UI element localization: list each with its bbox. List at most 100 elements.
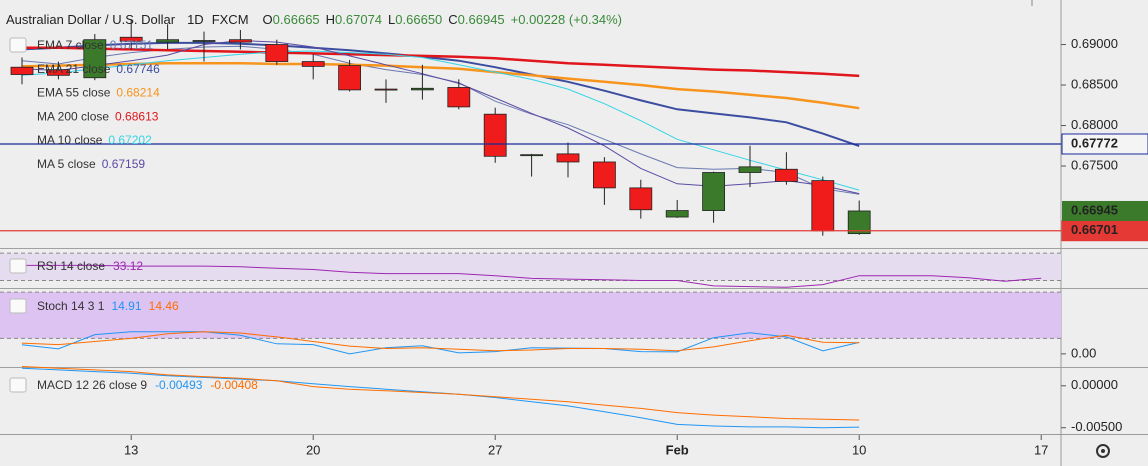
candle-body [374,88,398,91]
y-tick-label: 0.68500 [1071,76,1118,91]
settings-button[interactable] [1096,444,1110,458]
series-line [21,61,860,110]
indicator-legend: MACD 12 26 close 9 -0.00493 -0.00408 [37,378,258,392]
candle-body [447,87,471,108]
candle-body [338,65,362,91]
legend-value: 0.68613 [115,110,159,124]
candle-body [192,40,216,42]
legend-value: 0.67202 [108,133,152,147]
legend-entry: MA 10 close 0.67202 [37,133,152,147]
gear-ring [1096,444,1110,458]
legend-entry: EMA 55 close 0.68214 [37,86,160,100]
candle-body [847,210,871,235]
quote-value: 0.67074 [335,12,382,27]
interval: 1D [187,12,204,27]
quote: O0.66665 H0.67074 L0.66650 C0.66945 [263,12,505,27]
y-tick-label: 0.68000 [1071,117,1118,132]
candle-body [738,166,762,173]
legend-entry: MA 5 close 0.67159 [37,157,145,171]
indicator-legend: Stoch 14 3 1 14.91 14.46 [37,299,179,313]
indicator-name: MACD 12 26 close 9 [37,378,147,392]
legend-name: MA 200 close [37,110,109,124]
level-band [0,292,1061,339]
legend-value: 0.67746 [116,62,160,76]
legend-value: 0.67159 [102,157,146,171]
series-line [22,264,1042,288]
candle-body [520,154,543,157]
series-line [21,41,860,148]
quote-label: O [263,12,273,27]
x-tick-label: 20 [306,442,320,457]
quote-label: C [448,12,457,27]
series-line [21,50,860,191]
last-price-box [1062,200,1148,221]
x-tick-label: 27 [488,442,502,457]
indicator-name: RSI 14 close [37,259,105,273]
candle-body [702,172,725,211]
series-line [21,331,860,355]
collapse-button[interactable] [9,258,27,274]
quote-label: H [326,12,335,27]
legend-name: EMA 7 close [37,38,104,52]
candle-body [483,113,507,157]
source: FXCM [212,12,249,27]
collapse-button[interactable] [9,377,27,393]
candle-body [556,153,580,163]
candle-body [811,180,835,232]
gear-center [1101,449,1105,453]
legend-entry: EMA 21 close 0.67746 [37,62,160,76]
legend-name: EMA 21 close [37,62,111,76]
candle-body [47,69,70,76]
quote-value: 0.66665 [273,12,320,27]
quote-value: 0.66650 [395,12,442,27]
quote-label: L [388,12,395,27]
candle-body [10,66,34,75]
y-tick-label: 0.00000 [1071,377,1118,392]
x-tick-label: 13 [124,442,138,457]
x-tick-label: Feb [666,442,689,457]
series-line [21,366,860,421]
candle-body [228,39,252,43]
legend-name: MA 5 close [37,157,96,171]
legend-name: EMA 55 close [37,86,111,100]
last-price-label: 0.66945 [1071,202,1118,217]
y-tick-label: 0.00 [1071,345,1096,360]
x-tick-label: 10 [852,442,866,457]
legend-value: 0.67151 [110,38,154,52]
indicator-name: Stoch 14 3 1 [37,299,105,313]
change: +0.00228 (+0.34%) [511,12,622,27]
candle-body [156,39,180,43]
candle-body [410,87,434,91]
collapse-button[interactable] [9,37,27,53]
legend-name: MA 10 close [37,133,103,147]
price-label-box [1061,133,1148,155]
legend-value: 0.68214 [116,86,160,100]
y-tick-label: -0.00500 [1071,419,1122,434]
quote-value: 0.66945 [458,12,505,27]
series-line [21,331,860,352]
x-tick-label: 17 [1034,442,1048,457]
indicator-value: 33.12 [113,259,143,273]
chart-header: Australian Dollar / U.S. Dollar 1D FXCM O0.… [6,12,622,27]
series-line [22,46,860,78]
indicator-value: -0.00408 [210,378,258,392]
price-label: 0.66701 [1071,222,1118,237]
price-label: 0.67772 [1071,135,1118,150]
candle-body [629,187,653,211]
candle-body [83,39,107,79]
level-band [0,253,1061,281]
legend-entry: MA 200 close 0.68613 [37,110,159,124]
indicator-value: -0.00493 [155,378,203,392]
candle-body [775,168,798,182]
candle-body [301,61,325,67]
indicator-value: 14.46 [149,299,179,313]
collapse-button[interactable] [9,298,27,314]
symbol-title: Australian Dollar / U.S. Dollar [6,12,176,27]
candle-body [593,161,616,189]
indicator-legend: RSI 14 close 33.12 [37,259,143,273]
legend-entry: EMA 7 close 0.67151 [37,38,153,52]
y-tick-label: 0.67500 [1071,157,1118,172]
